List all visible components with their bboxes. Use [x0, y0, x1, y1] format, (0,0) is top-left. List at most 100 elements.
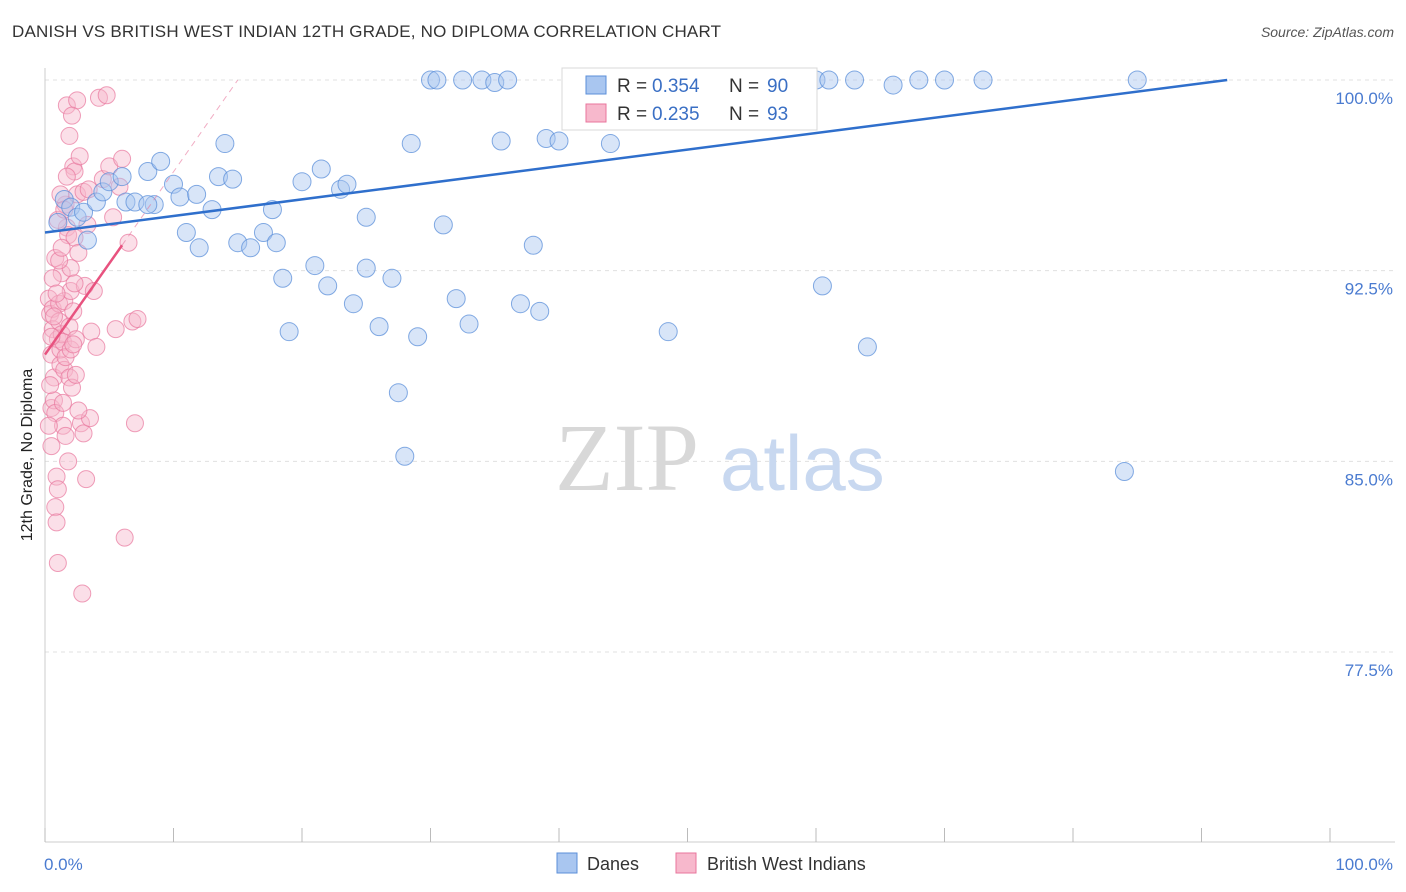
- danes-point: [223, 169, 243, 189]
- danes-point: [433, 215, 453, 235]
- danes-point: [138, 195, 158, 215]
- bwi-point: [115, 528, 134, 547]
- danes-point: [491, 131, 511, 151]
- bwi-point: [123, 312, 142, 331]
- bwi-point: [64, 335, 83, 354]
- bwi-point: [57, 167, 76, 186]
- bwi-point: [55, 292, 74, 311]
- legend-r-value-bwi: 0.235: [652, 104, 700, 125]
- danes-point: [215, 134, 235, 154]
- danes-point: [187, 184, 207, 204]
- danes-point: [845, 70, 865, 90]
- bwi-point: [57, 96, 76, 115]
- y-tick-label: 85.0%: [1345, 470, 1393, 489]
- danes-point: [164, 174, 183, 194]
- legend-swatch-danes: [585, 75, 607, 95]
- bwi-point: [82, 322, 101, 341]
- danes-point: [208, 167, 228, 187]
- danes-trend-line: [44, 78, 1228, 234]
- danes-point: [54, 189, 74, 209]
- danes-point: [1127, 70, 1147, 90]
- legend-r-label-danes: R =: [617, 76, 647, 97]
- bwi-point: [53, 393, 72, 412]
- danes-point: [427, 70, 447, 90]
- danes-point: [48, 212, 68, 232]
- danes-point: [253, 223, 273, 243]
- danes-point: [446, 289, 466, 309]
- danes-point: [266, 233, 286, 253]
- bwi-point: [47, 513, 66, 532]
- danes-point: [883, 75, 903, 95]
- watermark-atlas: atlas: [720, 419, 885, 507]
- grid-lines: [45, 79, 1395, 653]
- legend-r-value-danes: 0.354: [652, 76, 700, 97]
- danes-point: [658, 322, 678, 342]
- legend-n-label-danes: N =: [729, 76, 759, 97]
- bwi-point: [77, 470, 96, 489]
- bwi-point: [70, 147, 89, 166]
- danes-point: [819, 70, 839, 90]
- danes-point: [401, 134, 421, 154]
- danes-point: [812, 276, 832, 296]
- danes-point: [549, 131, 569, 151]
- danes-point: [292, 172, 312, 192]
- bottom-legend-swatch-bwi: [675, 852, 697, 874]
- y-tick-label: 100.0%: [1335, 89, 1393, 108]
- trend-lines: [43, 78, 1228, 356]
- danes-point: [857, 337, 877, 357]
- x-tick-label: 100.0%: [1335, 855, 1393, 874]
- danes-point: [395, 446, 415, 466]
- bwi-point: [41, 376, 60, 395]
- danes-point: [935, 70, 954, 90]
- danes-point: [318, 276, 338, 296]
- danes-point: [1114, 462, 1134, 482]
- danes-point: [311, 159, 331, 179]
- danes-point: [337, 174, 357, 194]
- bwi-point: [48, 554, 67, 573]
- bwi-point: [66, 365, 85, 384]
- bwi-point: [43, 269, 62, 288]
- legend-n-value-danes: 90: [767, 76, 788, 97]
- bwi-trend-extension: [121, 79, 239, 246]
- danes-point: [453, 70, 473, 90]
- x-tick-labels: 0.0% 100.0%: [44, 855, 1393, 874]
- x-tick-label: 0.0%: [44, 855, 83, 874]
- legend-n-value-bwi: 93: [767, 104, 788, 125]
- bwi-points: [39, 86, 147, 603]
- bwi-point: [104, 208, 123, 227]
- danes-point: [138, 162, 158, 182]
- axes: [44, 68, 1395, 843]
- danes-point: [151, 151, 171, 171]
- chart-title: DANISH VS BRITISH WEST INDIAN 12TH GRADE…: [12, 22, 722, 41]
- bwi-point: [74, 182, 93, 201]
- danes-point: [421, 70, 440, 90]
- bwi-point: [106, 320, 125, 339]
- bwi-point: [46, 498, 65, 517]
- bwi-point: [125, 414, 144, 433]
- legend-bottom: Danes British West Indians: [556, 852, 866, 874]
- danes-point: [369, 317, 389, 337]
- bwi-point: [56, 426, 75, 445]
- danes-point: [523, 235, 543, 255]
- danes-point: [459, 314, 479, 334]
- bwi-point: [60, 126, 79, 145]
- bwi-point: [59, 452, 78, 471]
- danes-point: [170, 187, 190, 207]
- y-axis-label: 12th Grade, No Diploma: [19, 369, 36, 542]
- danes-point: [241, 238, 261, 258]
- legend-r-label-bwi: R =: [617, 104, 647, 125]
- danes-point: [74, 202, 94, 222]
- source-label: Source: ZipAtlas.com: [1260, 24, 1394, 40]
- bwi-point: [53, 416, 72, 435]
- bwi-trend-line: [43, 244, 124, 356]
- legend-top: R = 0.354 N = 90 R = 0.235 N = 93: [561, 67, 818, 131]
- danes-point: [530, 301, 550, 321]
- bwi-point: [97, 86, 116, 105]
- danes-point: [112, 167, 132, 187]
- danes-point: [176, 223, 196, 243]
- danes-point: [510, 294, 530, 314]
- bwi-point: [128, 309, 147, 328]
- danes-point: [909, 70, 929, 90]
- danes-point: [144, 195, 164, 215]
